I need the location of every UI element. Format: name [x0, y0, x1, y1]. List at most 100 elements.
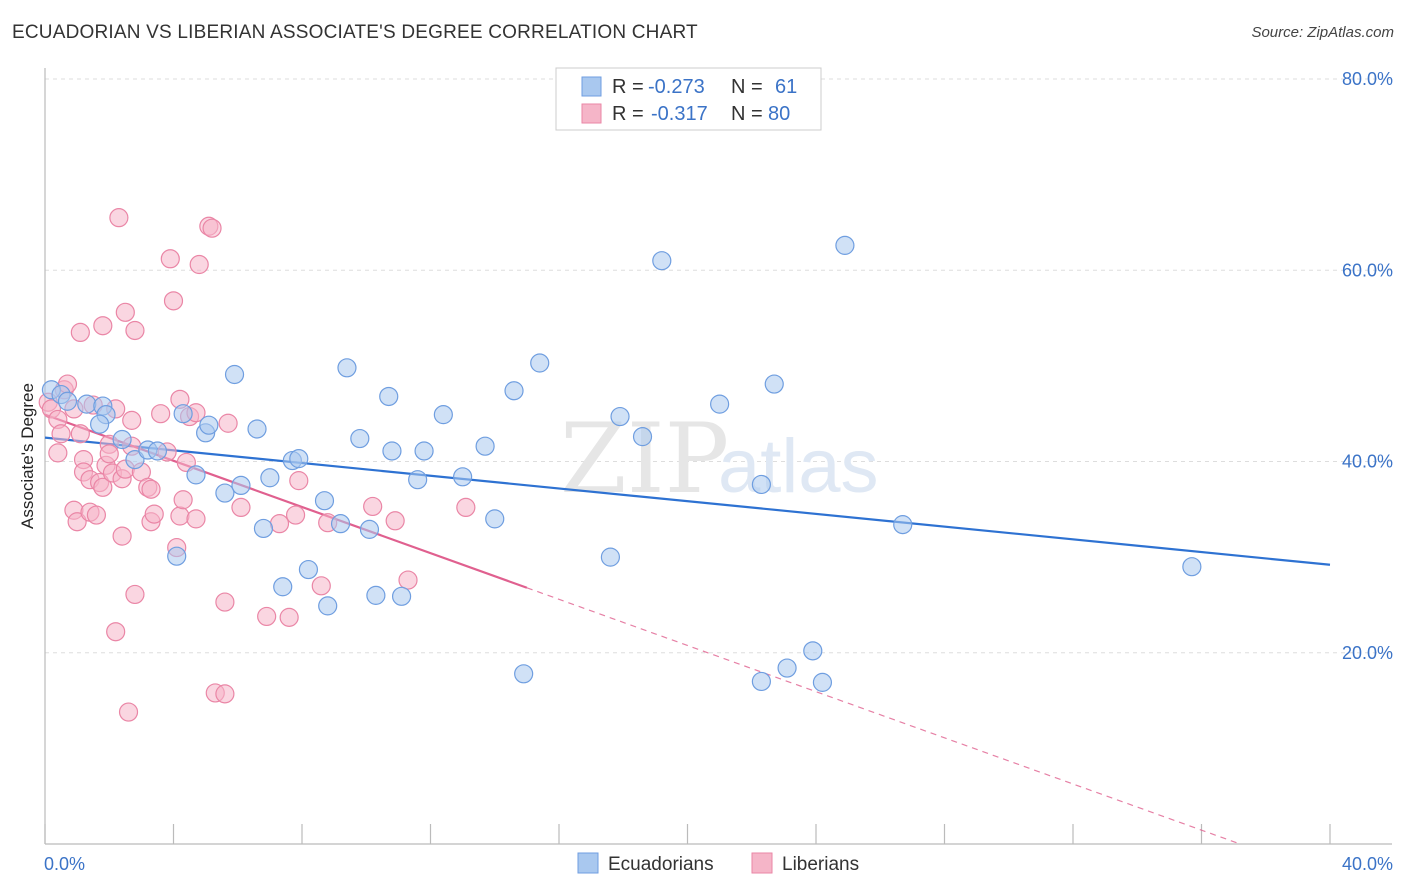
legend-n-value: 80	[768, 103, 790, 125]
legend-n-label: N =	[731, 103, 763, 125]
bottom-legend: Ecuadorians Liberians	[577, 852, 859, 875]
ecuadorian-point	[379, 386, 399, 407]
liberian-point	[70, 322, 90, 343]
ecuadorian-point	[186, 465, 206, 485]
liberian-point	[173, 490, 193, 510]
liberian-point	[141, 479, 161, 499]
legend-box: R = -0.273 N = 61 R = -0.317 N = 80	[555, 67, 822, 131]
liberian-point	[99, 444, 119, 464]
liberian-point	[311, 576, 331, 596]
liberian-point	[215, 684, 235, 704]
axes	[44, 68, 1392, 845]
liberian-point	[115, 302, 135, 322]
ecuadorian-point	[803, 641, 823, 661]
ecuadorian-point	[382, 441, 402, 461]
ecuadorian-point	[125, 449, 145, 470]
liberian-point	[257, 606, 277, 627]
liberian-point	[170, 506, 190, 526]
ecuadorian-point	[273, 577, 293, 597]
ecuadorian-point	[812, 672, 833, 692]
ecuadorian-point	[504, 381, 524, 401]
liberian-point	[122, 410, 142, 430]
source-credit: Source: ZipAtlas.com	[1251, 24, 1394, 41]
liberian-point	[125, 320, 145, 341]
x-tick-label: 40.0%	[1342, 854, 1393, 874]
legend-r-label: R =	[612, 76, 644, 98]
ecuadorian-point	[359, 519, 380, 539]
y-axis-label: Associate's Degree	[18, 383, 37, 529]
ecuadorian-point	[199, 415, 219, 435]
ecuadorian-point	[366, 585, 386, 605]
ecuadorian-point	[1182, 557, 1202, 577]
ecuadorian-point	[777, 658, 797, 678]
ecuadorian-point	[337, 358, 357, 378]
ecuadorian-point	[764, 374, 784, 394]
ecuadorian-point	[710, 394, 730, 414]
bottom-legend-swatch-ecuadorians	[577, 852, 599, 874]
y-tick-label: 20.0%	[1342, 643, 1393, 663]
ecuadorian-point	[90, 414, 110, 434]
y-tick-label: 60.0%	[1342, 260, 1393, 280]
bottom-legend-ecuadorians: Ecuadorians	[608, 854, 714, 875]
ecuadorian-point	[314, 491, 335, 511]
liberian-point	[93, 477, 113, 497]
ecuadorian-point	[514, 664, 534, 684]
ecuadorian-point	[632, 427, 653, 447]
legend-n-value: 61	[775, 76, 797, 98]
ecuadorian-point	[112, 429, 132, 450]
liberian-point	[215, 592, 235, 612]
ecuadorian-point	[224, 364, 245, 385]
ecuadorian-point	[835, 235, 855, 255]
ecuadorian-point	[330, 514, 351, 534]
ecuadorian-point	[167, 546, 187, 566]
liberian-point	[231, 497, 251, 517]
liberian-point	[456, 497, 476, 517]
liberian-point	[289, 471, 309, 491]
ecuadorian-point	[318, 596, 338, 616]
ecuadorians-trend-line	[44, 436, 1331, 566]
liberian-point	[189, 254, 209, 275]
ecuadorian-point	[57, 391, 78, 411]
ecuadorian-point	[173, 404, 193, 424]
liberian-point	[285, 505, 306, 525]
ecuadorian-point	[652, 251, 672, 271]
liberian-point	[93, 316, 113, 336]
legend-swatch-liberians	[581, 103, 602, 124]
ecuadorian-point	[350, 428, 370, 449]
ecuadorian-point	[893, 515, 913, 535]
liberian-point	[48, 443, 68, 463]
ecuadorian-point	[600, 547, 621, 567]
ecuadorian-point	[247, 419, 267, 439]
gridlines	[45, 78, 1392, 654]
ecuadorian-point	[231, 475, 251, 496]
watermark-atlas: atlas	[718, 424, 879, 509]
ecuadorian-point	[485, 509, 505, 529]
ecuadorian-point	[610, 406, 630, 427]
ecuadorian-point	[147, 441, 168, 461]
legend-r-value: -0.317	[651, 103, 708, 125]
liberian-point	[112, 526, 132, 546]
ecuadorian-point	[260, 468, 280, 488]
liberian-point	[51, 424, 71, 444]
ecuadorian-point	[391, 586, 412, 606]
liberian-point	[118, 702, 139, 722]
ecuadorian-point	[408, 470, 428, 490]
bottom-legend-liberians: Liberians	[782, 854, 859, 875]
bottom-legend-swatch-liberians	[751, 852, 773, 874]
legend-swatch-ecuadorians	[581, 76, 602, 97]
ecuadorian-point	[751, 474, 771, 495]
y-tick-label: 40.0%	[1342, 452, 1393, 472]
legend-n-label: N =	[731, 76, 763, 98]
ecuadorians-points	[41, 235, 1202, 692]
ecuadorian-point	[414, 441, 434, 461]
liberian-point	[70, 424, 90, 444]
ecuadorian-point	[530, 353, 550, 373]
liberian-point	[151, 404, 171, 424]
liberians-points	[38, 208, 476, 722]
x-tick-label: 0.0%	[44, 854, 85, 874]
chart-title: ECUADORIAN VS LIBERIAN ASSOCIATE'S DEGRE…	[12, 22, 698, 43]
liberian-point	[163, 291, 184, 311]
liberian-point	[160, 249, 180, 269]
liberian-point	[363, 496, 383, 517]
